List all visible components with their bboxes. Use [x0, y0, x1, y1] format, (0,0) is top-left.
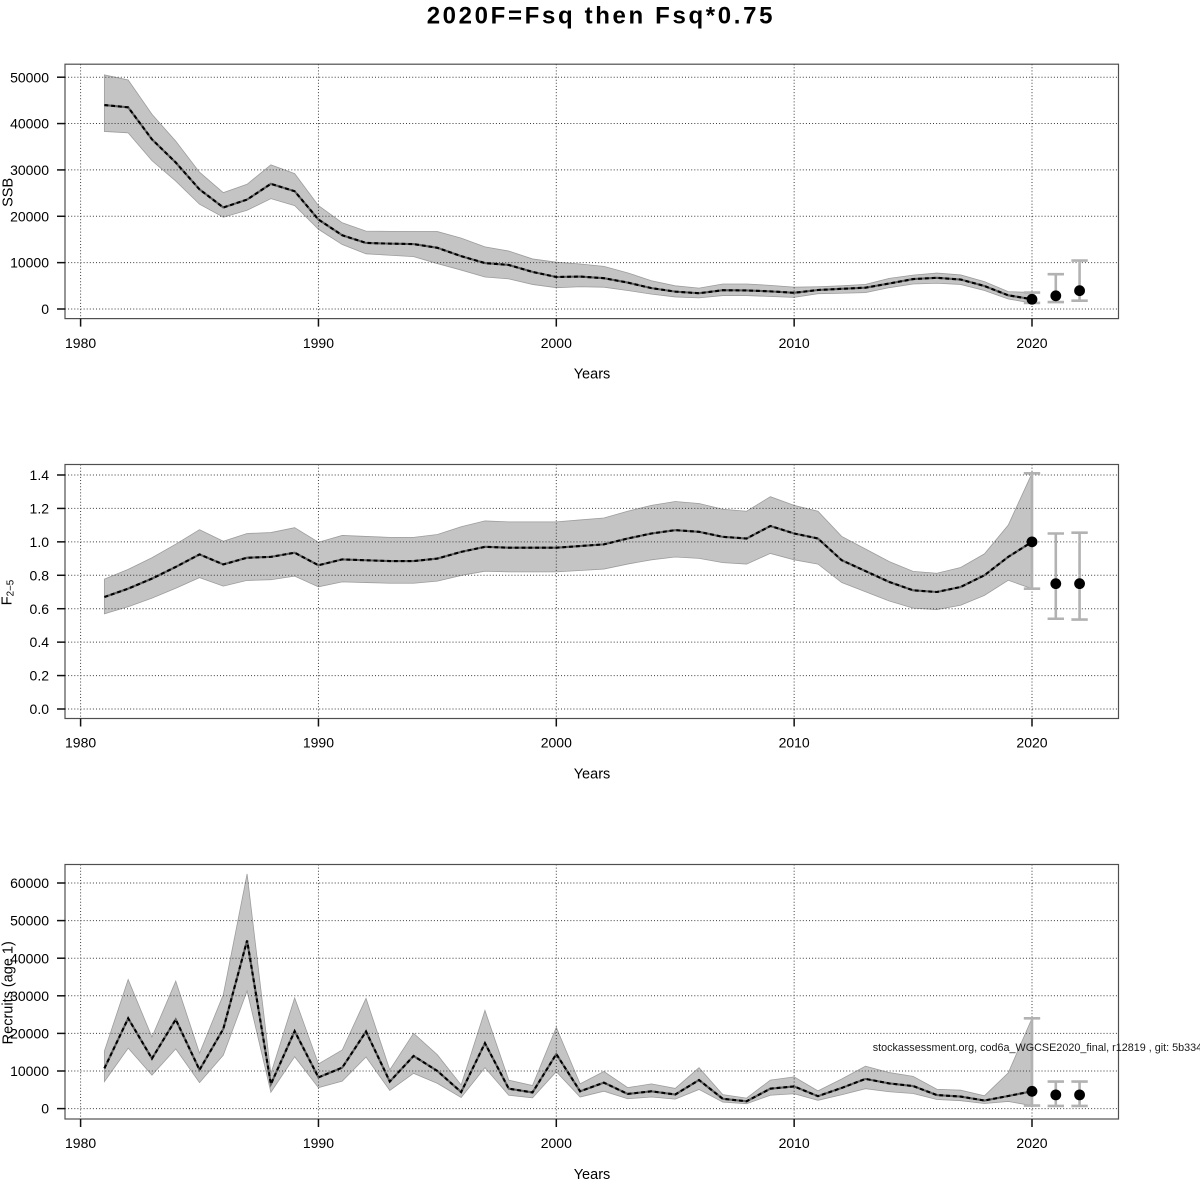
svg-text:2000: 2000: [541, 1135, 572, 1151]
svg-text:1.2: 1.2: [30, 501, 50, 517]
svg-text:Recruits (age 1): Recruits (age 1): [1, 941, 17, 1044]
svg-text:0.2: 0.2: [30, 668, 50, 684]
svg-text:SSB: SSB: [1, 178, 17, 207]
svg-text:1990: 1990: [303, 1135, 334, 1151]
svg-text:2020: 2020: [1016, 1135, 1047, 1151]
svg-text:1990: 1990: [303, 735, 334, 751]
svg-text:2010: 2010: [779, 1135, 810, 1151]
svg-text:1980: 1980: [65, 335, 96, 351]
svg-text:1980: 1980: [65, 1135, 96, 1151]
svg-text:Years: Years: [574, 367, 611, 383]
svg-text:1990: 1990: [303, 335, 334, 351]
svg-text:0.0: 0.0: [30, 701, 50, 717]
svg-text:0: 0: [41, 1101, 49, 1117]
svg-text:20000: 20000: [10, 1026, 49, 1042]
svg-text:0: 0: [41, 301, 49, 317]
svg-text:2020: 2020: [1016, 335, 1047, 351]
svg-text:2020: 2020: [1016, 735, 1047, 751]
svg-text:0.8: 0.8: [30, 567, 50, 583]
svg-text:2000: 2000: [541, 335, 572, 351]
svg-text:40000: 40000: [10, 950, 49, 966]
svg-text:30000: 30000: [10, 162, 49, 178]
svg-text:2020F=Fsq then Fsq*0.75: 2020F=Fsq then Fsq*0.75: [427, 3, 775, 30]
svg-text:1980: 1980: [65, 735, 96, 751]
svg-text:0.4: 0.4: [30, 634, 50, 650]
svg-text:1.4: 1.4: [30, 467, 50, 483]
svg-text:60000: 60000: [10, 875, 49, 891]
svg-text:20000: 20000: [10, 208, 49, 224]
svg-text:2000: 2000: [541, 735, 572, 751]
svg-text:40000: 40000: [10, 116, 49, 132]
svg-text:2010: 2010: [779, 335, 810, 351]
svg-text:30000: 30000: [10, 988, 49, 1004]
svg-text:50000: 50000: [10, 69, 49, 85]
svg-text:1.0: 1.0: [30, 534, 50, 550]
svg-text:10000: 10000: [10, 255, 49, 271]
svg-text:Years: Years: [574, 1167, 611, 1183]
svg-text:stockassessment.org, cod6a_WGC: stockassessment.org, cod6a_WGCSE2020_fin…: [873, 1042, 1200, 1054]
svg-text:Years: Years: [574, 767, 611, 783]
svg-text:0.6: 0.6: [30, 601, 50, 617]
svg-text:10000: 10000: [10, 1063, 49, 1079]
svg-text:50000: 50000: [10, 913, 49, 929]
svg-text:2010: 2010: [779, 735, 810, 751]
